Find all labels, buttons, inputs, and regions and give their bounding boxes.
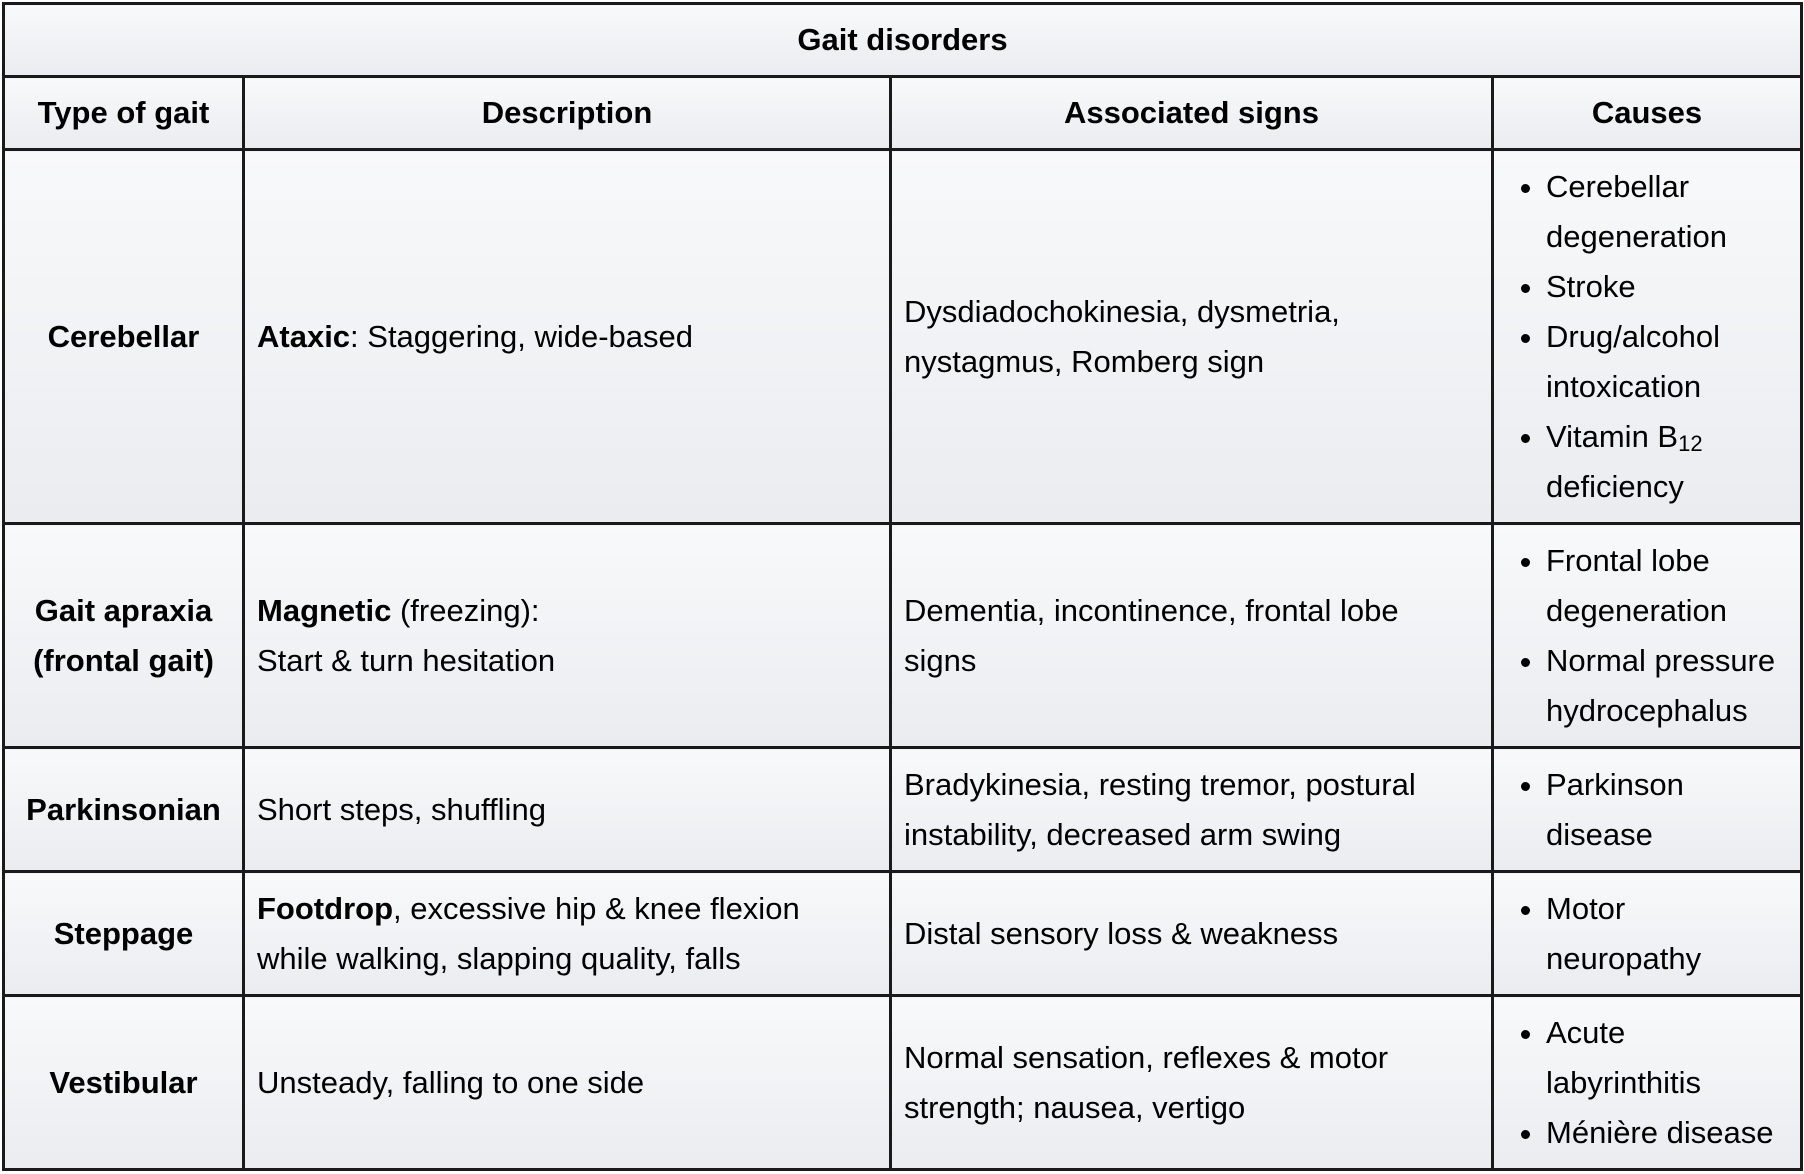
list-item: Frontal lobe degeneration <box>1546 536 1788 636</box>
list-item: Motor neuropathy <box>1546 884 1788 984</box>
causes-list: Parkinson disease <box>1506 760 1788 860</box>
gait-type-cell: Vestibular <box>2 994 245 1171</box>
subscript-12: 12 <box>1678 430 1703 456</box>
causes-cell: Cerebellar degeneration Stroke Drug/alco… <box>1491 148 1803 525</box>
gait-type-cell: Parkinsonian <box>2 746 245 873</box>
column-header-causes: Causes <box>1491 75 1803 151</box>
causes-list: Acute labyrinthitis Ménière disease <box>1506 1008 1788 1158</box>
description-cell: Ataxic: Staggering, wide-based <box>242 148 892 525</box>
description-emphasis: Magnetic <box>257 592 392 628</box>
list-item: Drug/alcohol intoxication <box>1546 312 1788 412</box>
list-item: Stroke <box>1546 262 1788 312</box>
list-item: Vitamin B12 deficiency <box>1546 412 1788 512</box>
causes-cell: Parkinson disease <box>1491 746 1803 873</box>
table-row: Cerebellar Ataxic: Staggering, wide-base… <box>2 148 1803 525</box>
cause-text: Vitamin B <box>1546 418 1679 454</box>
signs-cell: Dysdiadochokinesia, dysmetria, nystagmus… <box>889 148 1494 525</box>
description-cell: Short steps, shuffling <box>242 746 892 873</box>
description-emphasis: Footdrop <box>257 890 394 926</box>
causes-cell: Frontal lobe degeneration Normal pressur… <box>1491 522 1803 749</box>
column-header-signs: Associated signs <box>889 75 1494 151</box>
list-item: Ménière disease <box>1546 1108 1788 1158</box>
signs-cell: Distal sensory loss & weakness <box>889 870 1494 997</box>
list-item: Normal pressure hydrocephalus <box>1546 636 1788 736</box>
causes-cell: Acute labyrinthitis Ménière disease <box>1491 994 1803 1171</box>
description-emphasis: Ataxic <box>257 318 351 354</box>
column-header-description: Description <box>242 75 892 151</box>
list-item: Parkinson disease <box>1546 760 1788 860</box>
causes-list: Cerebellar degeneration Stroke Drug/alco… <box>1506 162 1788 512</box>
causes-list: Frontal lobe degeneration Normal pressur… <box>1506 536 1788 736</box>
table-row: Steppage Footdrop, excessive hip & knee … <box>2 870 1803 997</box>
signs-cell: Normal sensation, reflexes & motor stren… <box>889 994 1494 1171</box>
description-text: (freezing): <box>391 592 540 628</box>
cause-text: deficiency <box>1546 468 1684 504</box>
table-row: Vestibular Unsteady, falling to one side… <box>2 994 1803 1171</box>
signs-cell: Bradykinesia, resting tremor, postural i… <box>889 746 1494 873</box>
list-item: Cerebellar degeneration <box>1546 162 1788 262</box>
description-cell: Unsteady, falling to one side <box>242 994 892 1171</box>
description-cell: Magnetic (freezing): Start & turn hesitat… <box>242 522 892 749</box>
column-header-type: Type of gait <box>2 75 245 151</box>
gait-type-cell: Steppage <box>2 870 245 997</box>
table-row: Parkinsonian Short steps, shuffling Brad… <box>2 746 1803 873</box>
signs-cell: Dementia, incontinence, frontal lobe sig… <box>889 522 1494 749</box>
table-row: Gait apraxia (frontal gait) Magnetic (fr… <box>2 522 1803 749</box>
gait-type-cell: Gait apraxia (frontal gait) <box>2 522 245 749</box>
description-text: Start & turn hesitation <box>257 642 556 678</box>
description-cell: Footdrop, excessive hip & knee flexion w… <box>242 870 892 997</box>
description-text: : Staggering, wide-based <box>350 318 693 354</box>
table-caption: Gait disorders <box>2 2 1803 78</box>
gait-type-cell: Cerebellar <box>2 148 245 525</box>
causes-list: Motor neuropathy <box>1506 884 1788 984</box>
header-row: Type of gait Description Associated sign… <box>2 75 1803 151</box>
list-item: Acute labyrinthitis <box>1546 1008 1788 1108</box>
description-text: , excessive hip & knee flexion while wal… <box>257 890 800 976</box>
causes-cell: Motor neuropathy <box>1491 870 1803 997</box>
